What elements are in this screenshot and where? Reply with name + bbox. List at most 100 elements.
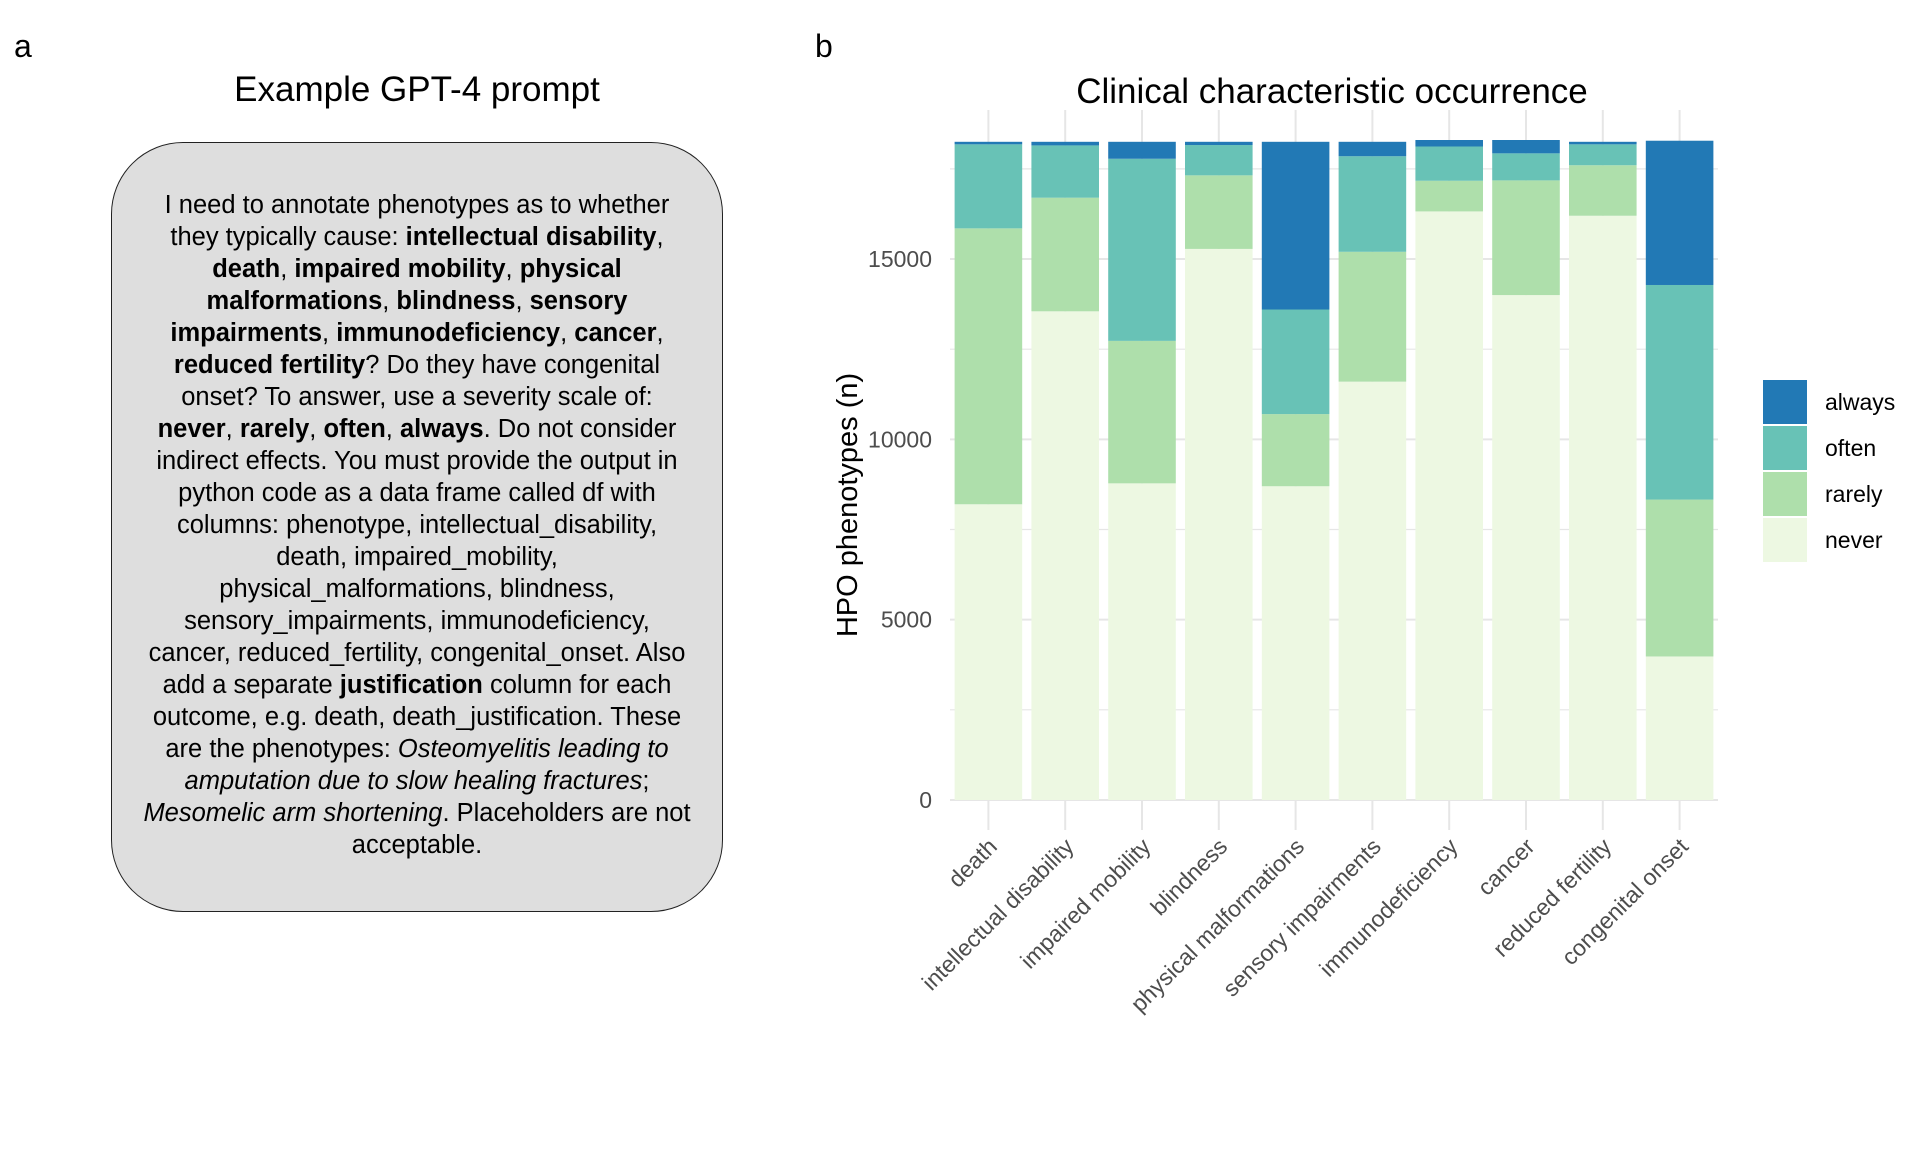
bar-often-cancer xyxy=(1492,153,1560,181)
bar-rarely-impaired-mobility xyxy=(1108,340,1176,484)
bar-rarely-reduced-fertility xyxy=(1569,165,1637,216)
bar-always-sensory-impairments xyxy=(1338,141,1407,157)
prompt-segment: , xyxy=(225,415,240,443)
bar-never-intellectual-disability xyxy=(1031,311,1099,800)
bar-never-sensory-impairments xyxy=(1338,381,1407,800)
prompt-segment: often xyxy=(323,415,386,443)
legend-key-always xyxy=(1763,380,1807,424)
bar-often-sensory-impairments xyxy=(1338,156,1407,252)
bar-never-physical-malformations xyxy=(1261,486,1330,800)
bar-often-physical-malformations xyxy=(1261,309,1330,415)
bar-often-blindness xyxy=(1185,145,1253,176)
prompt-segment: , xyxy=(322,319,337,347)
prompt-segment: never xyxy=(157,415,226,443)
bar-never-congenital-onset xyxy=(1645,656,1714,800)
y-axis-label: HPO phenotypes (n) xyxy=(832,373,864,637)
bar-often-death xyxy=(954,144,1023,229)
prompt-segment: column for each outcome, e.g. death, dea… xyxy=(152,671,682,763)
prompt-segment: , xyxy=(515,287,530,315)
legend-key-rarely xyxy=(1763,472,1807,516)
legend-label-rarely: rarely xyxy=(1825,481,1883,507)
panel-letter-a: a xyxy=(14,28,32,64)
prompt-segment: ? Do they have congenital onset? To answ… xyxy=(181,351,661,411)
prompt-segment: , xyxy=(309,415,324,443)
y-tick-label: 10000 xyxy=(868,426,932,452)
prompt-segment: , xyxy=(656,223,664,251)
legend-label-always: always xyxy=(1825,389,1895,415)
prompt-segment: rarely xyxy=(239,415,310,443)
prompt-segment: Osteomyelitis leading to amputation due … xyxy=(184,735,669,795)
prompt-segment: , xyxy=(656,319,664,347)
bar-always-blindness xyxy=(1185,141,1253,146)
x-tick-label: death xyxy=(943,833,1002,892)
bar-rarely-cancer xyxy=(1492,180,1560,296)
prompt-segment: , xyxy=(505,255,520,283)
prompt-segment: cancer xyxy=(574,319,657,347)
bar-often-congenital-onset xyxy=(1645,284,1714,500)
y-tick-label: 5000 xyxy=(881,607,932,633)
chart-title: Clinical characteristic occurrence xyxy=(1076,72,1588,111)
legend-key-never xyxy=(1763,518,1807,562)
prompt-segment: impaired mobility xyxy=(294,255,506,283)
bar-often-intellectual-disability xyxy=(1031,145,1099,198)
panel-letter-b: b xyxy=(815,28,833,64)
bars xyxy=(954,140,1714,801)
bar-rarely-sensory-impairments xyxy=(1338,251,1407,382)
bar-rarely-physical-malformations xyxy=(1261,414,1330,487)
bar-rarely-immunodeficiency xyxy=(1415,180,1483,212)
prompt-segment: I need to annotate phenotypes as to whet… xyxy=(164,191,670,251)
legend-label-never: never xyxy=(1825,527,1883,553)
x-tick-label: intellectual disability xyxy=(917,833,1079,995)
prompt-segment: ; xyxy=(642,767,650,795)
bar-always-physical-malformations xyxy=(1261,141,1330,310)
bar-rarely-intellectual-disability xyxy=(1031,197,1099,312)
bar-always-cancer xyxy=(1492,140,1560,154)
prompt-segment: , xyxy=(385,415,400,443)
bar-never-blindness xyxy=(1185,248,1253,800)
prompt-segment: Mesomelic arm shortening xyxy=(143,799,443,827)
prompt-segment: physical malformations xyxy=(206,255,622,315)
prompt-segment: reduced fertility xyxy=(173,351,366,379)
prompt-panel-title: Example GPT-4 prompt xyxy=(234,70,600,109)
legend-key-often xyxy=(1763,426,1807,470)
bar-never-death xyxy=(954,504,1023,800)
bar-never-impaired-mobility xyxy=(1108,483,1176,800)
legend: always often rarely never xyxy=(1763,380,1895,562)
y-tick-label: 15000 xyxy=(868,246,932,272)
bar-never-immunodeficiency xyxy=(1415,211,1483,800)
bar-always-immunodeficiency xyxy=(1415,140,1483,147)
prompt-segment: immunodeficiency xyxy=(336,319,561,347)
prompt-segment: , xyxy=(382,287,397,315)
prompt-segment: sensory impairments xyxy=(170,287,628,347)
bar-always-intellectual-disability xyxy=(1031,141,1099,146)
bar-never-reduced-fertility xyxy=(1569,215,1637,801)
x-tick-label: cancer xyxy=(1472,833,1539,900)
bar-always-congenital-onset xyxy=(1645,140,1714,285)
prompt-segment: always xyxy=(399,415,484,443)
bar-rarely-congenital-onset xyxy=(1645,499,1714,657)
prompt-segment: death xyxy=(212,255,281,283)
bar-always-death xyxy=(954,141,1023,145)
bar-rarely-death xyxy=(954,228,1023,505)
prompt-segment: blindness xyxy=(396,287,516,315)
bar-often-impaired-mobility xyxy=(1108,158,1176,341)
prompt-segment: . Placeholders are not acceptable. xyxy=(351,799,691,859)
prompt-segment: , xyxy=(560,319,575,347)
prompt-segment: intellectual disability xyxy=(405,223,657,251)
prompt-box: I need to annotate phenotypes as to whet… xyxy=(111,142,723,912)
bar-always-reduced-fertility xyxy=(1569,141,1637,145)
bar-rarely-blindness xyxy=(1185,175,1253,249)
bar-often-reduced-fertility xyxy=(1569,144,1637,166)
x-tick-label: impaired mobility xyxy=(1015,833,1156,974)
prompt-segment: , xyxy=(280,255,295,283)
prompt-segment: justification xyxy=(339,671,483,699)
x-tick-label: immunodeficiency xyxy=(1314,833,1463,982)
bar-never-cancer xyxy=(1492,295,1560,800)
prompt-segment: . Do not consider indirect effects. You … xyxy=(148,415,686,699)
prompt-text: I need to annotate phenotypes as to whet… xyxy=(142,189,692,861)
legend-label-often: often xyxy=(1825,435,1876,461)
y-tick-label: 0 xyxy=(919,787,932,813)
bar-always-impaired-mobility xyxy=(1108,141,1176,159)
bar-often-immunodeficiency xyxy=(1415,146,1483,181)
